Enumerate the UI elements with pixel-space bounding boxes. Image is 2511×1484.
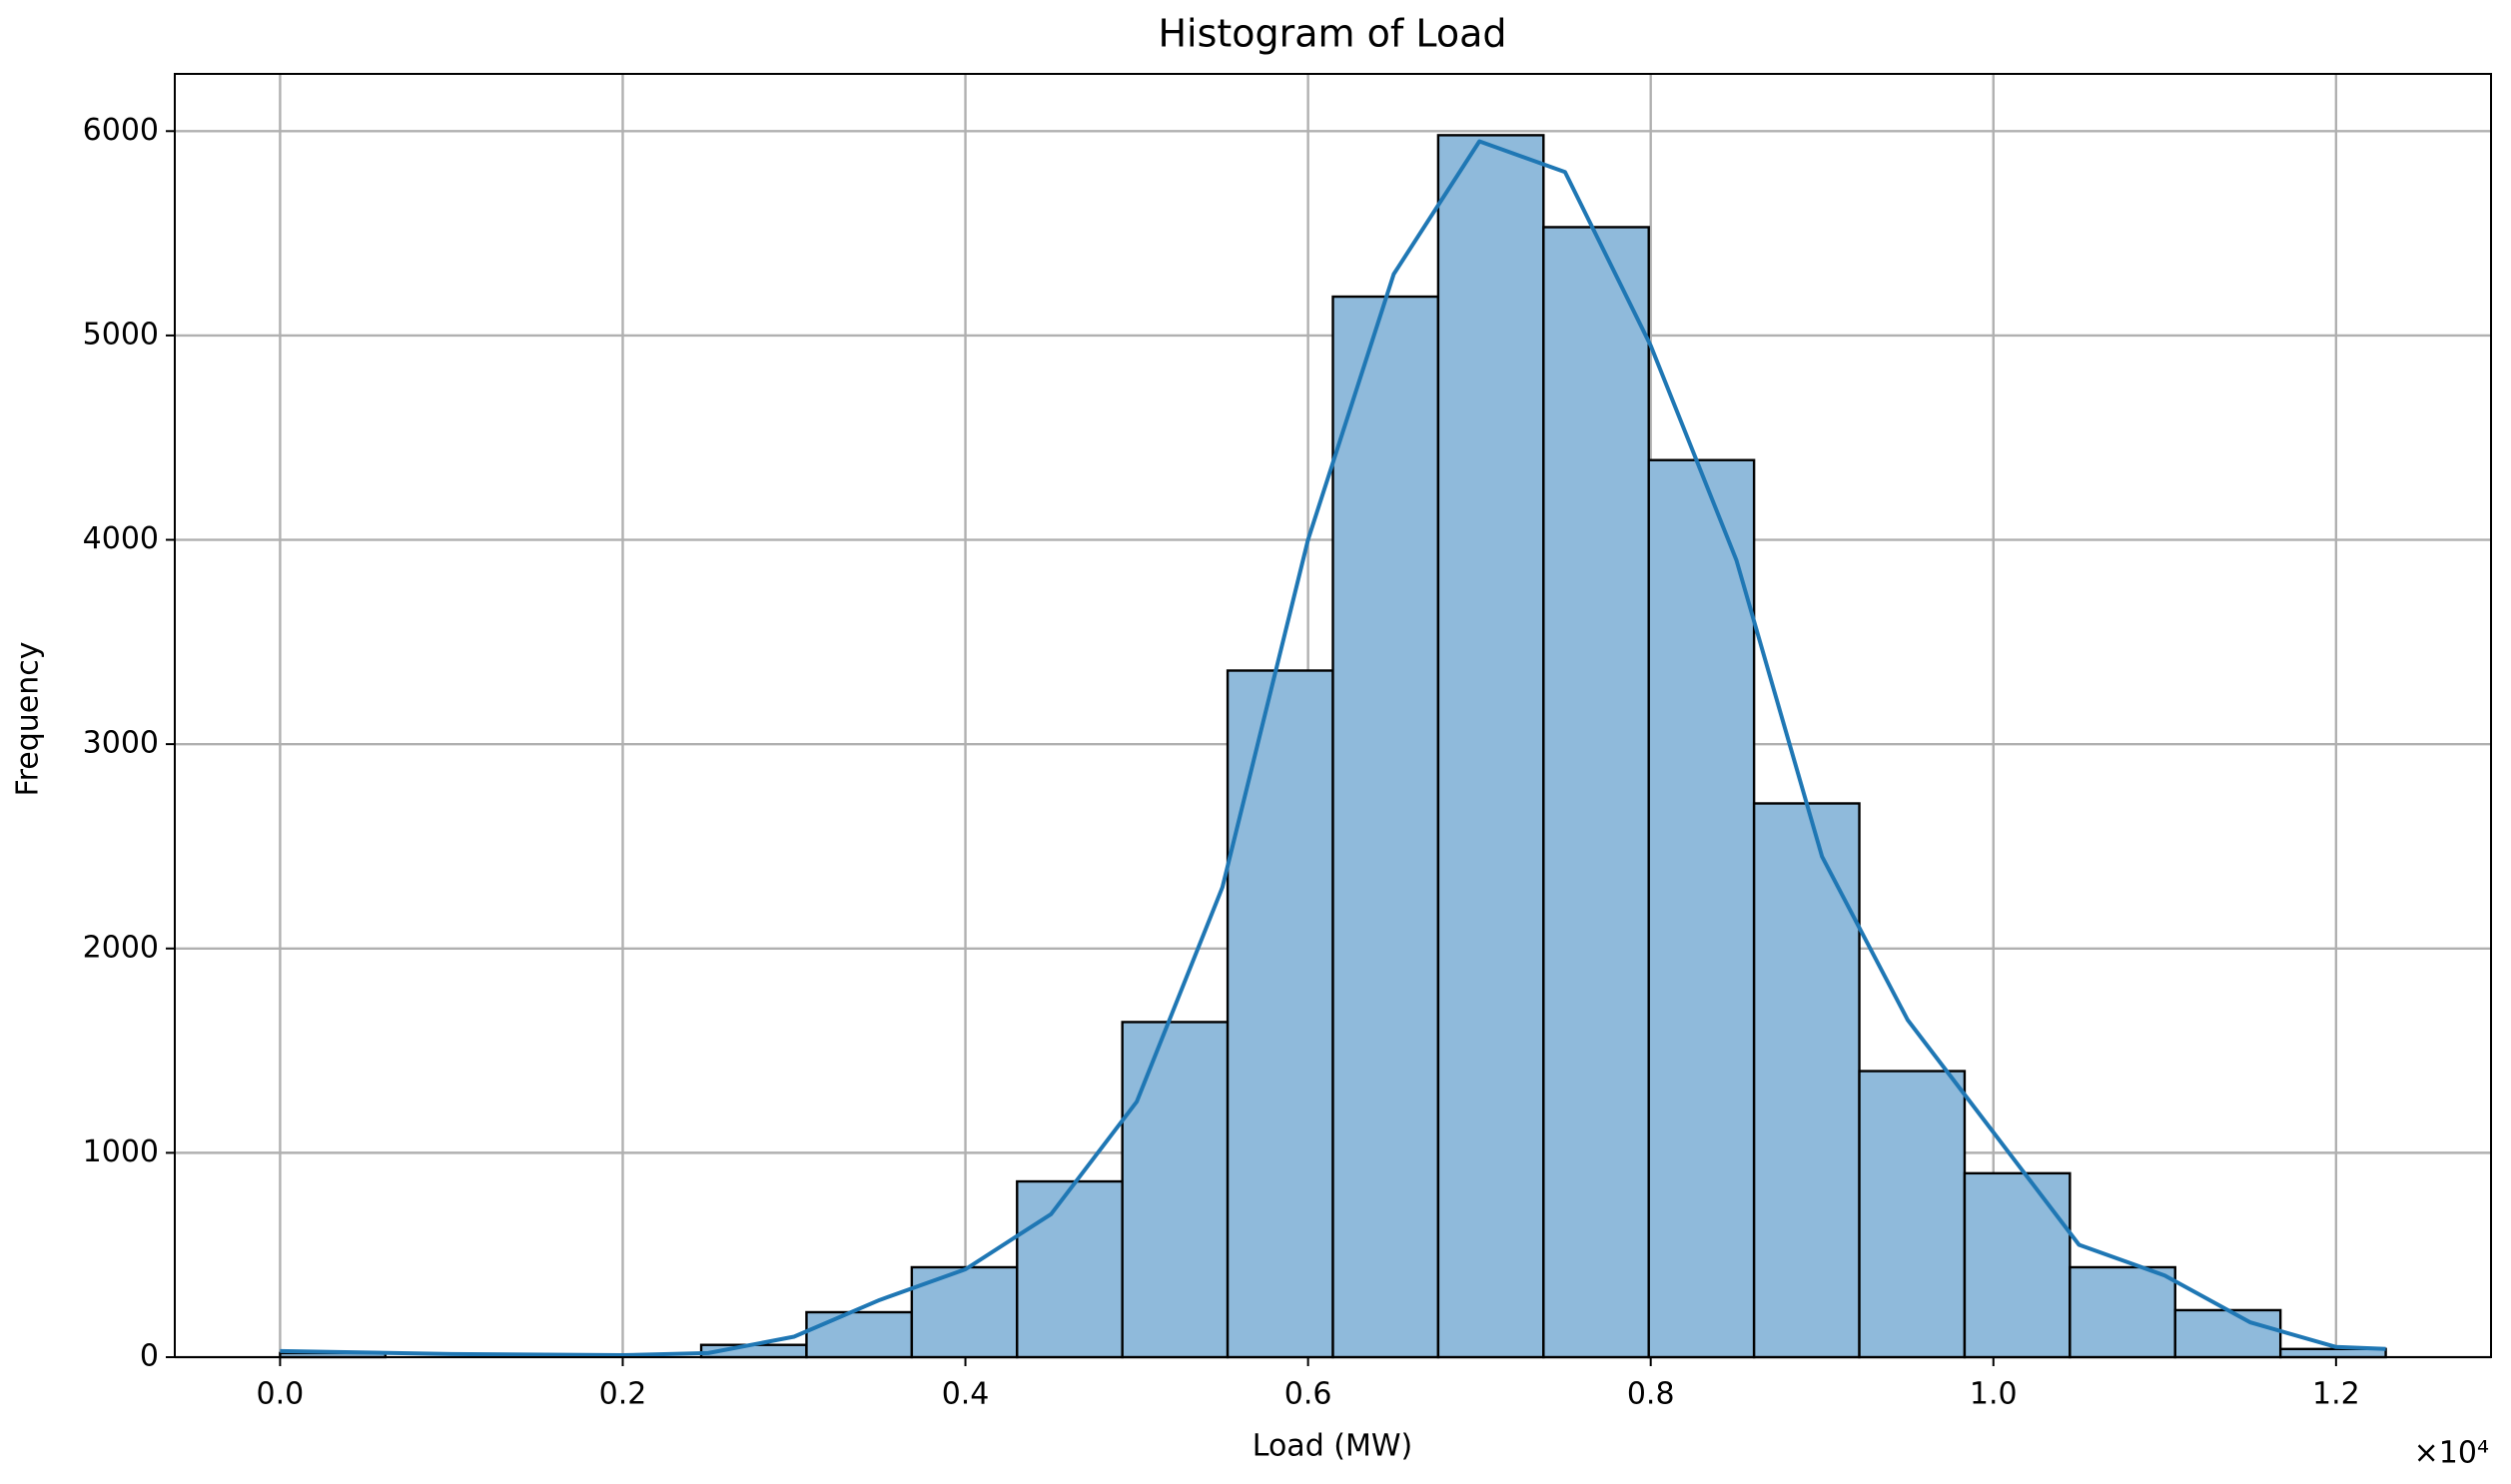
- bar: [2173, 1308, 2282, 1359]
- y-tick-label: 4000: [83, 521, 159, 556]
- bar: [1647, 458, 1756, 1359]
- bar: [1436, 134, 1545, 1359]
- y-tick-label: 5000: [83, 317, 159, 352]
- x-tick-label: 0.6: [1284, 1377, 1332, 1412]
- y-tick-label: 0: [140, 1339, 159, 1374]
- y-axis-label: Frequency: [11, 642, 46, 797]
- bar: [1016, 1179, 1124, 1359]
- y-tick-label: 1000: [83, 1134, 159, 1169]
- x-tick-label: 1.0: [1970, 1377, 2018, 1412]
- bar: [1858, 1070, 1967, 1359]
- bar: [1226, 669, 1334, 1359]
- bar: [1542, 226, 1650, 1359]
- y-tick-label: 2000: [83, 930, 159, 965]
- x-tick-label: 0.8: [1627, 1377, 1675, 1412]
- bar: [805, 1310, 914, 1359]
- x-tick-label: 0.4: [942, 1377, 990, 1412]
- x-tick-label: 1.2: [2312, 1377, 2360, 1412]
- bar: [2069, 1265, 2176, 1359]
- x-tick-label: 0.2: [599, 1377, 647, 1412]
- bar: [1752, 802, 1861, 1359]
- x-axis-label: Load (MW): [1253, 1429, 1412, 1464]
- x-tick-label: 0.0: [257, 1377, 305, 1412]
- chart-title: Histogram of Load: [1158, 12, 1506, 56]
- x-offset-label: ×10⁴: [2414, 1436, 2489, 1471]
- plot-frame: [174, 73, 2492, 1358]
- y-tick-label: 6000: [83, 113, 159, 148]
- kde-line: [280, 139, 2386, 1357]
- y-tick-label: 3000: [83, 726, 159, 761]
- bar: [1121, 1021, 1230, 1359]
- bar: [1963, 1171, 2072, 1359]
- bar: [1331, 295, 1440, 1359]
